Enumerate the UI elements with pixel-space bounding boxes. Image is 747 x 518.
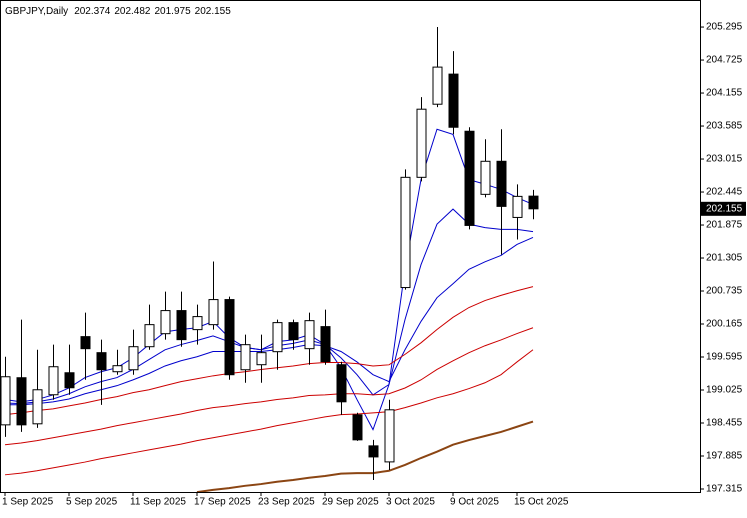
candle-body <box>448 73 459 128</box>
header-open: 202.374 <box>74 6 111 17</box>
y-tick-label: 200.735 <box>706 286 743 297</box>
y-tick-label: 197.885 <box>706 451 743 462</box>
price-box <box>701 201 746 216</box>
candle-body <box>384 409 395 463</box>
ma-line <box>196 420 534 492</box>
y-tick-label: 197.315 <box>706 484 743 495</box>
ma-line <box>4 327 534 446</box>
candle-body <box>432 66 443 105</box>
symbol: GBPJPY,Daily <box>5 6 68 17</box>
candle-body <box>80 336 91 350</box>
y-tick-label: 204.725 <box>706 55 743 66</box>
candle-body <box>512 195 523 218</box>
candle-body <box>112 365 123 373</box>
header-high: 202.482 <box>114 6 151 17</box>
candle-body <box>32 389 43 425</box>
candle-layer <box>1 27 539 480</box>
y-tick-label: 202.445 <box>706 187 743 198</box>
candle-body <box>336 364 347 403</box>
candle-body <box>160 310 171 335</box>
candle-body <box>272 322 283 353</box>
plot-frame <box>0 0 701 493</box>
y-tick-label: 203.015 <box>706 154 743 165</box>
candle-body <box>64 372 75 389</box>
y-tick-label: 198.455 <box>706 418 743 429</box>
candle-body <box>368 445 379 458</box>
x-tick-label: 1 Sep 2025 <box>2 497 54 508</box>
header-low: 201.975 <box>155 6 192 17</box>
x-tick-label: 5 Sep 2025 <box>66 497 118 508</box>
candle-body <box>128 346 139 371</box>
price-label: 202.155 <box>706 203 743 214</box>
candle-body <box>480 160 491 195</box>
y-tick-label: 205.295 <box>706 22 743 33</box>
y-tick-label: 204.155 <box>706 88 743 99</box>
candle-body <box>1 376 11 426</box>
candle-body <box>288 322 299 341</box>
x-tick-label: 15 Oct 2025 <box>514 497 569 508</box>
candle-body <box>496 160 507 207</box>
ma-line <box>5 237 534 406</box>
candle-body <box>464 130 475 226</box>
x-tick-label: 9 Oct 2025 <box>450 497 499 508</box>
ma-line <box>4 208 534 405</box>
x-tick-label: 3 Oct 2025 <box>386 497 435 508</box>
candle-body <box>144 324 155 348</box>
x-tick-label: 11 Sep 2025 <box>130 497 186 508</box>
candle-body <box>528 195 539 210</box>
y-tick-label: 199.025 <box>706 385 743 396</box>
candle-body <box>16 377 27 426</box>
candle-body <box>176 310 187 341</box>
candle-body <box>400 176 411 289</box>
candle-body <box>304 320 315 350</box>
candle-body <box>48 366 59 396</box>
line-layer <box>4 128 534 492</box>
chart-header: GBPJPY,Daily 202.374 202.482 201.975 202.155 <box>5 6 231 17</box>
x-tick-label: 23 Sep 2025 <box>258 497 315 508</box>
candle-body <box>240 344 251 371</box>
candle-body <box>208 299 219 326</box>
candle-body <box>256 352 267 366</box>
candle-body <box>352 414 363 441</box>
y-tick-label: 199.595 <box>706 352 743 363</box>
candle-body <box>224 299 235 376</box>
y-tick-label: 200.165 <box>706 319 743 330</box>
ma-line <box>4 128 534 431</box>
candle-body <box>192 316 203 331</box>
y-tick-label: 203.585 <box>706 121 743 132</box>
y-tick-label: 201.305 <box>706 253 743 264</box>
candle-body <box>416 108 427 178</box>
ma-line <box>4 349 534 476</box>
candle-body <box>96 352 107 371</box>
y-tick-label: 201.875 <box>706 220 743 231</box>
x-tick-label: 29 Sep 2025 <box>322 497 379 508</box>
x-tick-label: 17 Sep 2025 <box>194 497 251 508</box>
ma-line <box>4 286 534 416</box>
header-close: 202.155 <box>195 6 232 17</box>
candle-body <box>320 326 331 363</box>
